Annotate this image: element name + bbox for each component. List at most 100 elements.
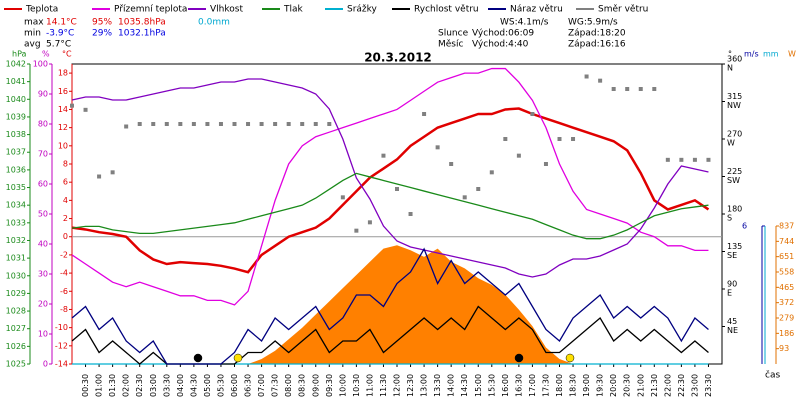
direction-point [395, 187, 399, 191]
direction-point [232, 122, 237, 126]
direction-point [367, 220, 372, 225]
x-tick-label: 22:00 [663, 374, 672, 397]
direction-point [340, 195, 345, 200]
legend-label: Náraz větru [510, 5, 563, 15]
astro-marker [514, 353, 524, 363]
series-line [71, 67, 709, 306]
direction-point [205, 122, 210, 126]
legend-label: Vlhkost [210, 5, 243, 15]
y-tick-label: 744 [779, 237, 794, 246]
y-tick-label: 2 [63, 214, 68, 223]
direction-point [557, 137, 562, 141]
y-tick-label: -6 [60, 287, 68, 296]
y-tick-label: -2 [60, 250, 68, 259]
chart-title: 20.3.2012 [364, 51, 432, 65]
direction-point [625, 87, 630, 91]
direction-point [422, 112, 427, 116]
series-line [71, 247, 709, 365]
x-tick-label: 14:30 [460, 374, 469, 397]
y-tick-label: -8 [60, 305, 68, 314]
y-tick-label: 80 [38, 120, 48, 129]
y-tick-label: 93 [779, 344, 789, 353]
x-tick-label: 15:30 [487, 374, 496, 397]
x-tick-label: 03:00 [149, 374, 158, 397]
x-tick-label: 04:00 [176, 374, 185, 397]
x-tick-label: 01:00 [95, 374, 104, 397]
direction-point [313, 122, 318, 126]
x-tick-label: 09:30 [325, 374, 334, 397]
direction-point [449, 162, 454, 166]
y-tick-label: 186 [779, 329, 794, 338]
y-tick-label: 14 [58, 105, 68, 114]
x-axis-label: čas [765, 370, 780, 381]
stat-value: avg [24, 40, 41, 50]
y-tick-label: 1027 [6, 324, 26, 333]
y-tick-label: 279 [779, 314, 794, 323]
direction-point [70, 103, 74, 108]
direction-point [124, 124, 129, 129]
axis-unit: m/s [744, 50, 759, 59]
direction-point [462, 195, 467, 200]
direction-point [83, 107, 88, 112]
direction-point [327, 122, 332, 126]
y-tick-label: 90 [727, 280, 737, 289]
x-tick-label: 19:30 [596, 374, 605, 397]
x-tick-label: 03:30 [162, 374, 171, 397]
y-tick-label: 135 [727, 242, 742, 251]
axis-unit: mm [763, 50, 779, 59]
x-tick-label: 10:00 [338, 374, 347, 397]
direction-point [218, 122, 223, 126]
series-line [71, 78, 709, 278]
direction-point [516, 153, 521, 158]
y-tick-label: NW [727, 101, 741, 110]
direction-point [652, 87, 657, 91]
sun-info: Východ:06:09 [472, 29, 534, 39]
x-tick-label: 12:30 [406, 374, 415, 397]
x-tick-label: 22:30 [677, 374, 686, 397]
x-tick-label: 19:00 [582, 374, 591, 397]
stat-value: 95% [92, 18, 112, 28]
y-tick-label: 1042 [6, 60, 26, 69]
x-tick-label: 17:00 [528, 374, 537, 397]
x-tick-label: 06:00 [230, 374, 239, 397]
y-tick-label: 40 [38, 240, 48, 249]
direction-point [679, 157, 684, 162]
x-tick-label: 14:00 [447, 374, 456, 397]
y-tick-label: N [727, 64, 733, 73]
direction-point [408, 212, 413, 216]
direction-point [638, 87, 643, 91]
x-tick-label: 17:30 [541, 374, 550, 397]
sun-info: Slunce [438, 29, 469, 39]
y-tick-label: 1037 [6, 148, 26, 157]
y-tick-label: 225 [727, 167, 742, 176]
moon-info: Měsíc [438, 40, 463, 50]
legend-label: Směr větru [598, 5, 648, 15]
moon-info: Východ:4:40 [472, 40, 529, 50]
direction-point [191, 122, 196, 126]
x-tick-label: 09:00 [311, 374, 320, 397]
axis-unit: W [788, 50, 796, 59]
x-tick-label: 23:30 [704, 374, 713, 397]
direction-point [611, 87, 616, 91]
x-tick-label: 05:00 [203, 374, 212, 397]
y-tick-label: 20 [38, 300, 48, 309]
y-tick-label: 1040 [6, 95, 26, 104]
direction-point [164, 122, 169, 126]
direction-point [584, 74, 589, 79]
direction-point [246, 122, 251, 126]
x-tick-label: 07:00 [257, 374, 266, 397]
stat-value: 1032.1hPa [118, 29, 166, 39]
y-tick-label: SE [727, 251, 737, 260]
y-tick-label: 1025 [6, 360, 26, 369]
y-tick-label: 1029 [6, 289, 26, 298]
x-tick-label: 08:00 [284, 374, 293, 397]
y-tick-label: 315 [727, 92, 742, 101]
x-tick-label: 18:30 [569, 374, 578, 397]
y-tick-label: 1041 [6, 77, 26, 86]
x-tick-label: 18:00 [555, 374, 564, 397]
stat-value: 1035.8hPa [118, 18, 166, 28]
y-tick-label: W [727, 139, 735, 148]
direction-point [692, 157, 697, 162]
y-tick-label: -4 [60, 269, 68, 278]
